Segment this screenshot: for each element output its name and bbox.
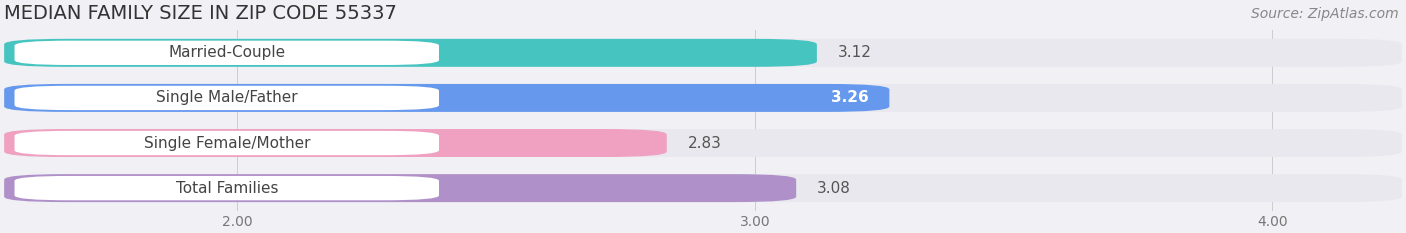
FancyBboxPatch shape (4, 174, 796, 202)
Text: Married-Couple: Married-Couple (169, 45, 285, 60)
FancyBboxPatch shape (14, 131, 439, 155)
Text: MEDIAN FAMILY SIZE IN ZIP CODE 55337: MEDIAN FAMILY SIZE IN ZIP CODE 55337 (4, 4, 396, 23)
FancyBboxPatch shape (4, 39, 1402, 67)
Text: 3.12: 3.12 (838, 45, 872, 60)
FancyBboxPatch shape (4, 84, 1402, 112)
FancyBboxPatch shape (14, 176, 439, 200)
FancyBboxPatch shape (4, 129, 666, 157)
FancyBboxPatch shape (14, 41, 439, 65)
Text: Total Families: Total Families (176, 181, 278, 196)
Text: 3.08: 3.08 (817, 181, 851, 196)
Text: Single Female/Mother: Single Female/Mother (143, 136, 309, 151)
FancyBboxPatch shape (4, 129, 1402, 157)
Text: Source: ZipAtlas.com: Source: ZipAtlas.com (1251, 7, 1399, 21)
Text: 3.26: 3.26 (831, 90, 869, 105)
FancyBboxPatch shape (14, 86, 439, 110)
FancyBboxPatch shape (4, 174, 1402, 202)
Text: Single Male/Father: Single Male/Father (156, 90, 298, 105)
FancyBboxPatch shape (4, 84, 890, 112)
Text: 2.83: 2.83 (688, 136, 721, 151)
FancyBboxPatch shape (4, 39, 817, 67)
